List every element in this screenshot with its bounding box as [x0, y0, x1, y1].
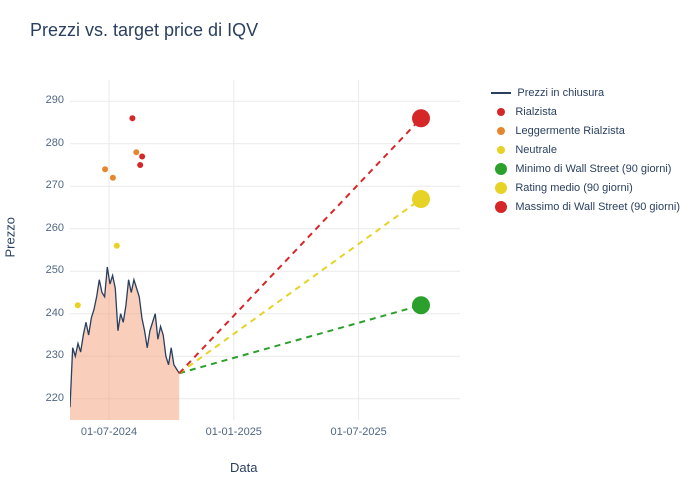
y-tick-label: 270: [34, 179, 64, 191]
analyst-point-rialzista: [139, 154, 145, 160]
analyst-point-legg_rialzista: [133, 149, 139, 155]
forecast-marker-minimo: [412, 296, 430, 314]
legend-bigdot-swatch: [495, 201, 507, 213]
y-axis-label: Prezzo: [3, 217, 18, 257]
price-fill: [70, 267, 179, 420]
legend-item-neutrale[interactable]: Neutrale: [491, 142, 680, 158]
legend-item-minimo[interactable]: Minimo di Wall Street (90 giorni): [491, 161, 680, 177]
legend-label: Leggermente Rialzista: [515, 125, 624, 137]
legend-item-massimo[interactable]: Massimo di Wall Street (90 giorni): [491, 199, 680, 215]
legend-item-rialzista[interactable]: Rialzista: [491, 104, 680, 120]
y-tick-label: 240: [34, 307, 64, 319]
legend-dot-swatch: [497, 108, 505, 116]
x-axis-label: Data: [230, 460, 257, 475]
forecast-line-medio: [179, 199, 421, 373]
y-tick-label: 250: [34, 264, 64, 276]
legend-bigdot-swatch: [495, 182, 507, 194]
legend-item-medio[interactable]: Rating medio (90 giorni): [491, 180, 680, 196]
analyst-point-neutrale: [114, 243, 120, 249]
legend-label: Prezzi in chiusura: [517, 87, 604, 99]
y-tick-label: 290: [34, 94, 64, 106]
y-tick-label: 230: [34, 349, 64, 361]
forecast-marker-massimo: [412, 109, 430, 127]
legend-dot-swatch: [497, 146, 505, 154]
legend-label: Neutrale: [515, 144, 557, 156]
legend-label: Rating medio (90 giorni): [515, 182, 632, 194]
legend-line-swatch: [491, 92, 511, 94]
legend-bigdot-swatch: [495, 163, 507, 175]
analyst-point-legg_rialzista: [102, 166, 108, 172]
legend-item-prezzi[interactable]: Prezzi in chiusura: [491, 85, 680, 101]
forecast-line-minimo: [179, 305, 421, 373]
y-tick-label: 220: [34, 392, 64, 404]
analyst-point-neutrale: [75, 302, 81, 308]
analyst-point-rialzista: [129, 115, 135, 121]
forecast-line-massimo: [179, 118, 421, 373]
y-tick-label: 260: [34, 222, 64, 234]
forecast-marker-medio: [412, 190, 430, 208]
analyst-point-legg_rialzista: [110, 175, 116, 181]
legend-item-legg-rialzista[interactable]: Leggermente Rialzista: [491, 123, 680, 139]
legend-label: Minimo di Wall Street (90 giorni): [515, 163, 671, 175]
analyst-point-rialzista: [137, 162, 143, 168]
x-tick-label: 01-07-2024: [74, 426, 144, 438]
legend-label: Rialzista: [515, 106, 557, 118]
y-tick-label: 280: [34, 137, 64, 149]
legend-label: Massimo di Wall Street (90 giorni): [515, 201, 680, 213]
legend: Prezzi in chiusura Rialzista Leggermente R…: [491, 85, 680, 218]
chart-title: Prezzi vs. target price di IQV: [30, 20, 258, 41]
x-tick-label: 01-01-2025: [199, 426, 269, 438]
plot-svg: [70, 80, 460, 420]
legend-dot-swatch: [497, 127, 505, 135]
x-tick-label: 01-07-2025: [324, 426, 394, 438]
plot-area: [70, 80, 460, 420]
